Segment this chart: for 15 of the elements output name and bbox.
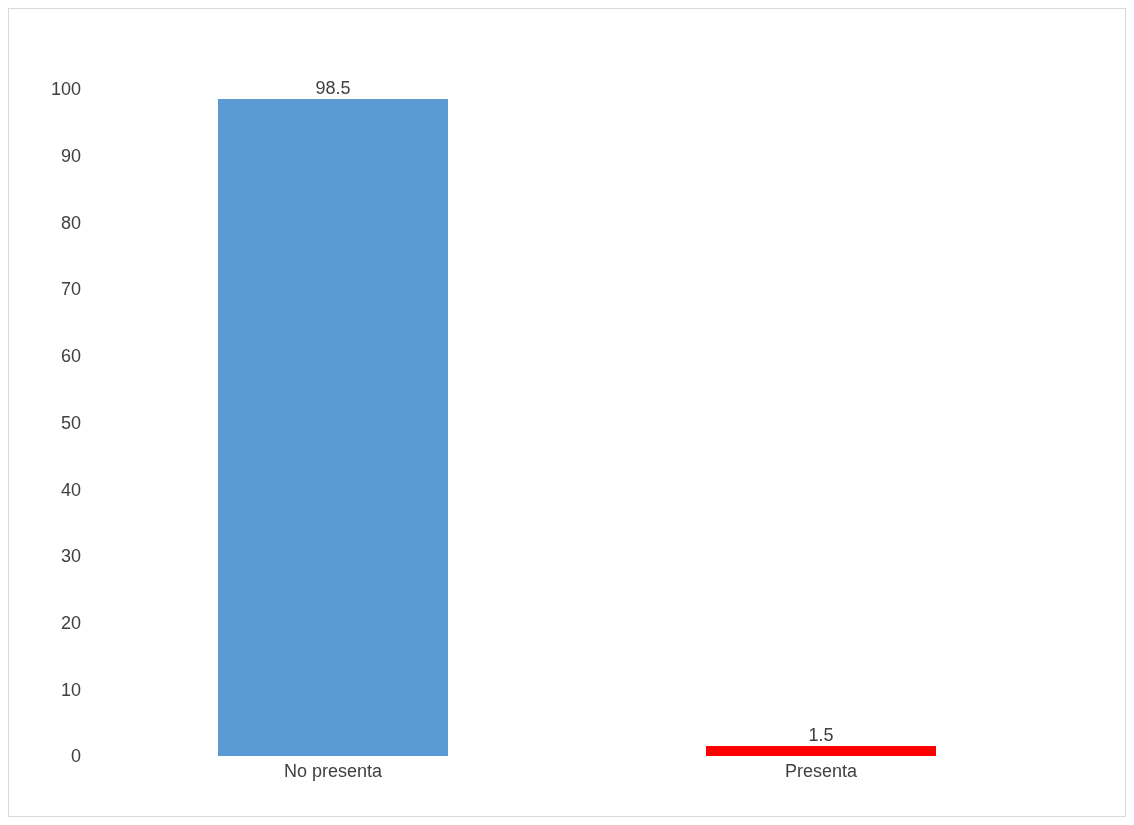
data-label: 1.5 (808, 724, 834, 745)
y-tick-label: 10 (60, 679, 81, 700)
y-tick-label: 70 (60, 279, 81, 300)
y-tick-label: 20 (60, 612, 81, 633)
y-tick-label: 80 (60, 212, 81, 233)
y-tick-label: 50 (60, 412, 81, 433)
x-tick-label: No presenta (283, 760, 384, 781)
y-tick-label: 40 (60, 479, 81, 500)
y-tick-label: 60 (60, 346, 81, 367)
y-tick-label: 30 (60, 546, 81, 567)
y-tick-label: 0 (70, 746, 81, 767)
x-tick-label: Presenta (784, 760, 859, 781)
data-label: 98.5 (315, 78, 351, 98)
y-tick-label: 90 (60, 146, 81, 167)
y-tick-label: 100 (50, 79, 81, 100)
